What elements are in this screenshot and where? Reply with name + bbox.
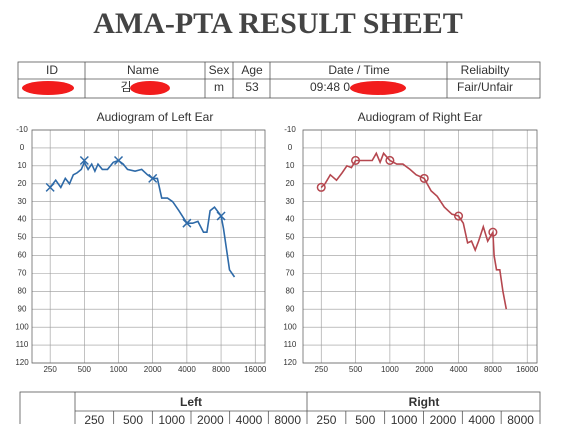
y-tick-label: 10 — [18, 161, 27, 170]
y-tick-label: 100 — [283, 322, 297, 331]
header-cell: Sex — [209, 63, 230, 77]
y-tick-label: 70 — [18, 268, 27, 277]
redaction — [350, 81, 406, 95]
y-tick-label: 50 — [18, 233, 27, 242]
x-tick-label: 4000 — [450, 365, 468, 374]
x-tick-label: 500 — [349, 365, 363, 374]
hearing-trace — [49, 159, 236, 278]
threshold-o — [488, 227, 498, 237]
chart-title: Audiogram of Left Ear — [97, 110, 214, 124]
reliability-cell: Fair/Unfair — [457, 80, 513, 94]
threshold-o — [351, 155, 361, 166]
y-tick-label: 120 — [15, 358, 29, 367]
table-frame — [19, 391, 541, 424]
age-cell: 53 — [245, 80, 259, 94]
x-tick-label: 8000 — [212, 365, 230, 374]
y-tick-label: -10 — [284, 125, 296, 134]
freq-cell: 8000 — [507, 413, 534, 424]
freq-cell: 250 — [316, 413, 336, 424]
y-tick-label: 70 — [286, 268, 295, 277]
audiogram: Audiogram of Left Ear -10 0 10 20 30 40 50 60 70 8… — [15, 110, 267, 374]
plot-frame — [302, 129, 538, 364]
header-cell: Name — [127, 63, 159, 77]
y-tick-label: 60 — [286, 251, 295, 260]
name-cell: 김 — [120, 80, 131, 94]
hearing-trace — [320, 151, 508, 310]
freq-cell: 1000 — [158, 413, 185, 424]
threshold-x — [182, 218, 192, 228]
y-tick-label: 60 — [18, 251, 27, 260]
y-tick-label: 90 — [286, 304, 295, 313]
y-tick-label: 120 — [283, 358, 297, 367]
y-tick-label: 30 — [18, 197, 27, 206]
threshold-x — [113, 155, 124, 165]
threshold-x — [148, 173, 158, 183]
date-cell: 09:48 0 — [310, 80, 350, 94]
x-tick-label: 2000 — [415, 365, 433, 374]
header-cell: Age — [241, 63, 263, 77]
freq-cell: 1000 — [391, 413, 418, 424]
freq-cell: 500 — [123, 413, 143, 424]
audiogram: Audiogram of Right Ear -10 0 10 20 30 40 50 60 70… — [283, 110, 539, 374]
threshold-o — [419, 173, 429, 183]
threshold-o — [385, 155, 395, 166]
x-tick-label: 4000 — [178, 365, 196, 374]
chart-title: Audiogram of Right Ear — [358, 110, 483, 124]
y-tick-label: 40 — [286, 215, 295, 224]
y-tick-label: 20 — [18, 179, 27, 188]
freq-cell: 250 — [84, 413, 104, 424]
threshold-x — [79, 155, 89, 165]
y-tick-label: 0 — [288, 143, 293, 152]
x-tick-label: 1000 — [381, 365, 399, 374]
freq-cell: 4000 — [468, 413, 495, 424]
y-tick-label: 40 — [18, 215, 27, 224]
x-tick-label: 8000 — [484, 365, 502, 374]
redaction — [130, 81, 170, 95]
y-tick-label: 110 — [284, 340, 297, 349]
y-tick-label: 30 — [286, 197, 295, 206]
table-frame — [17, 61, 541, 99]
y-tick-label: 90 — [18, 304, 27, 313]
y-tick-label: 110 — [16, 340, 29, 349]
redaction — [22, 81, 74, 95]
sex-cell: m — [214, 80, 224, 94]
x-tick-label: 250 — [315, 365, 329, 374]
freq-cell: 2000 — [430, 413, 457, 424]
y-tick-label: 20 — [286, 179, 295, 188]
plot-frame — [31, 129, 266, 364]
x-tick-label: 16000 — [516, 365, 539, 374]
threshold-x — [45, 182, 55, 192]
threshold-x — [216, 211, 226, 221]
threshold-o — [453, 211, 464, 221]
y-tick-label: 100 — [15, 322, 29, 331]
x-tick-label: 1000 — [110, 365, 128, 374]
sheet-title: AMA-PTA RESULT SHEET — [93, 7, 463, 40]
left-header: Left — [180, 395, 202, 409]
y-tick-label: 50 — [286, 233, 295, 242]
x-tick-label: 2000 — [144, 365, 162, 374]
header-cell: Reliabilty — [461, 63, 510, 77]
y-tick-label: 10 — [286, 161, 295, 170]
y-tick-label: 80 — [18, 286, 27, 295]
threshold-o — [316, 182, 326, 192]
x-tick-label: 500 — [78, 365, 92, 374]
freq-cell: 500 — [355, 413, 375, 424]
freq-cell: 4000 — [236, 413, 263, 424]
y-tick-label: 80 — [286, 286, 295, 295]
y-tick-label: -10 — [16, 125, 28, 134]
right-header: Right — [409, 395, 440, 409]
y-tick-label: 0 — [20, 143, 25, 152]
x-tick-label: 250 — [43, 365, 57, 374]
header-cell: Date / Time — [328, 63, 390, 77]
freq-cell: 8000 — [274, 413, 301, 424]
freq-cell: 2000 — [197, 413, 224, 424]
header-cell: ID — [46, 63, 58, 77]
x-tick-label: 16000 — [244, 365, 267, 374]
info-table: ID Name Sex Age Date / Time Reliabilty 김… — [17, 61, 541, 99]
